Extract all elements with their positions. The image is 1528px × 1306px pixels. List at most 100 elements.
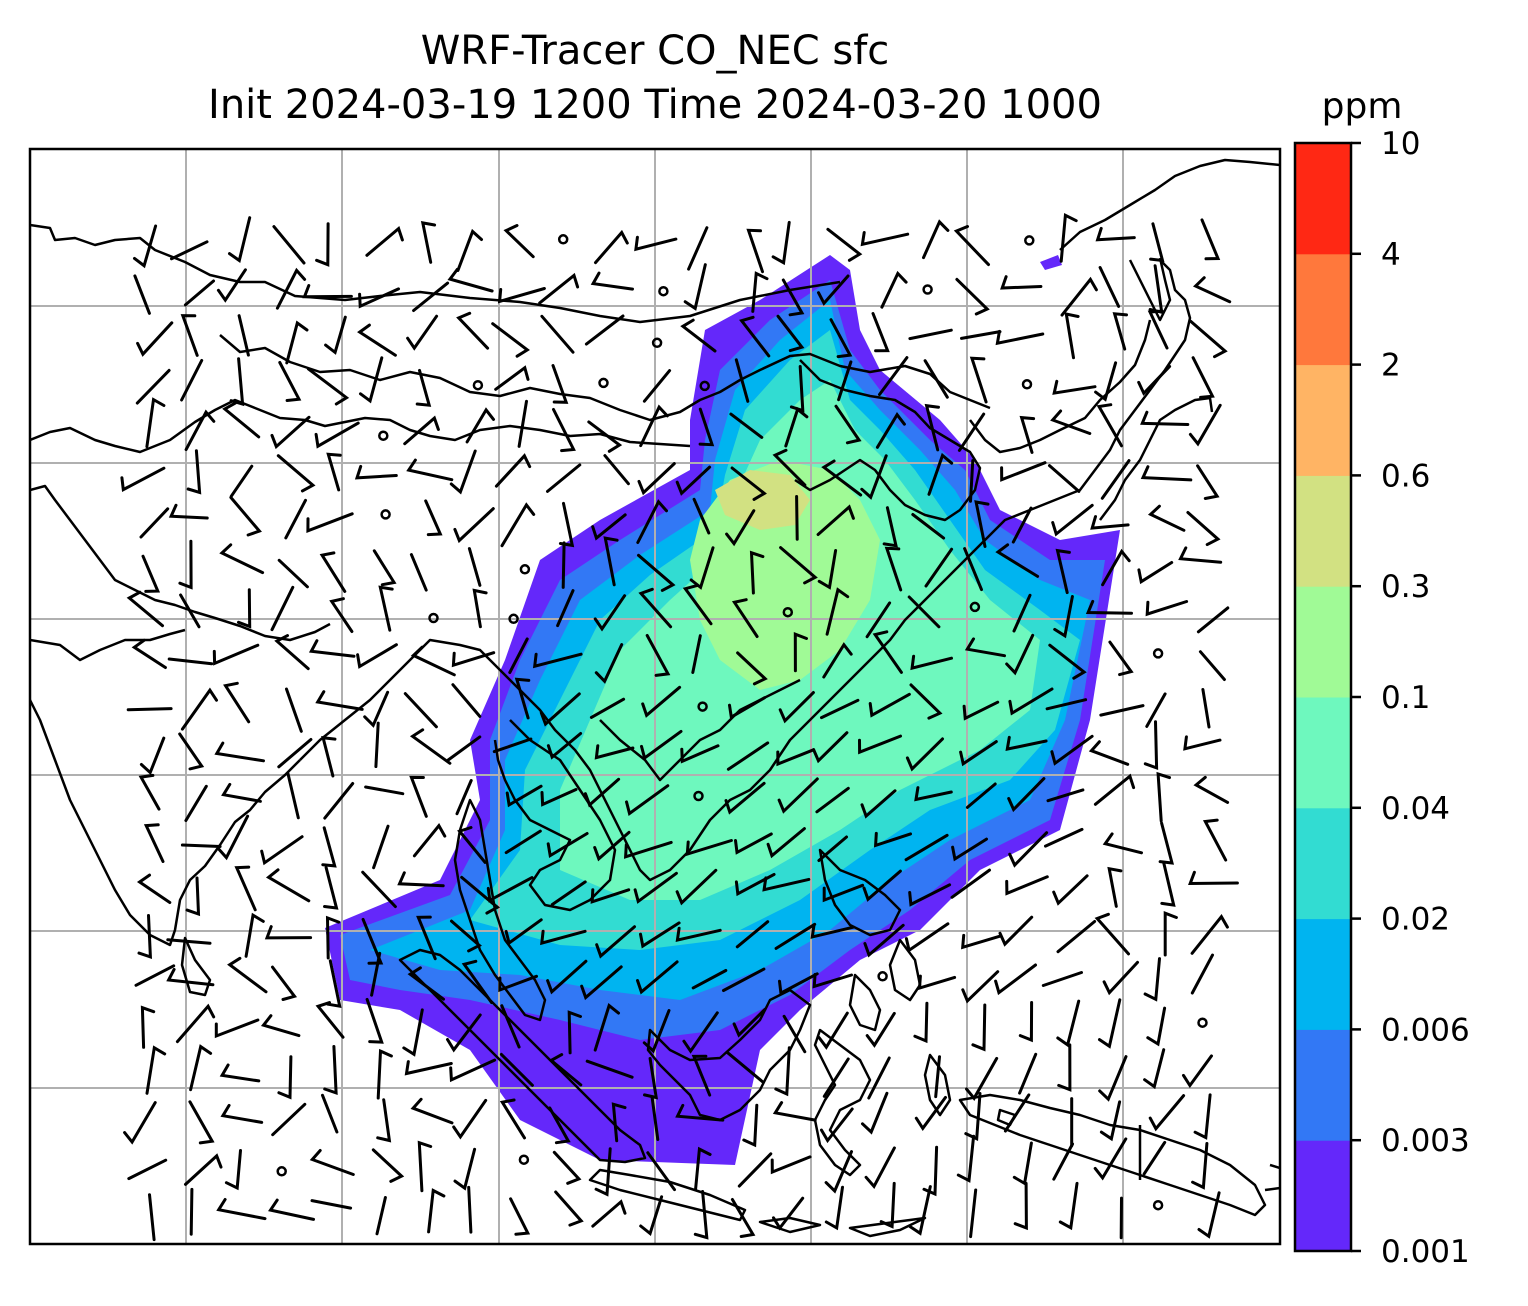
wind-barb bbox=[774, 1046, 791, 1097]
wind-barb bbox=[584, 314, 625, 346]
wind-barb bbox=[415, 368, 432, 407]
wind-barb bbox=[550, 880, 587, 906]
wind-barb bbox=[603, 536, 619, 587]
wind-barb bbox=[277, 1055, 293, 1100]
wind-barb bbox=[953, 225, 990, 267]
wind-barb bbox=[216, 268, 247, 303]
colorbar-segments bbox=[1295, 143, 1351, 1252]
wind-barb bbox=[882, 506, 898, 548]
wind-barb bbox=[865, 601, 892, 639]
wind-barb bbox=[371, 1148, 405, 1183]
wind-barb bbox=[1147, 504, 1186, 532]
wind-barb bbox=[229, 496, 262, 537]
map-frame bbox=[28, 147, 1282, 1246]
wind-barb bbox=[746, 228, 764, 274]
wind-barb bbox=[260, 1014, 301, 1038]
wind-barb bbox=[184, 784, 208, 822]
wind-barb bbox=[446, 1013, 482, 1053]
wind-barb bbox=[924, 403, 940, 452]
wind-barb bbox=[793, 632, 808, 673]
wind-barb bbox=[817, 549, 838, 590]
wind-barb bbox=[286, 771, 300, 820]
wind-barb bbox=[403, 692, 438, 729]
calm-wind-marker bbox=[693, 790, 704, 802]
wind-barb bbox=[424, 499, 443, 537]
wind-barb bbox=[365, 997, 384, 1044]
wind-barb bbox=[508, 637, 529, 674]
wind-barb bbox=[1005, 633, 1035, 676]
wind-barb bbox=[467, 1185, 473, 1234]
wind-barb bbox=[494, 365, 530, 391]
wind-barb bbox=[227, 956, 268, 994]
wind-barb bbox=[364, 785, 405, 796]
wind-barb bbox=[126, 707, 173, 712]
wind-barb bbox=[822, 883, 865, 903]
wind-barb bbox=[639, 404, 669, 448]
wind-barb bbox=[1050, 734, 1094, 766]
wind-barb bbox=[212, 643, 260, 666]
wind-barb bbox=[214, 741, 265, 763]
wind-barb bbox=[789, 365, 805, 413]
wind-barb bbox=[285, 320, 309, 365]
wind-barb bbox=[951, 837, 988, 862]
calm-wind-marker bbox=[380, 509, 391, 520]
wind-barb bbox=[540, 788, 578, 807]
colorbar-unit-label: ppm bbox=[1322, 86, 1403, 127]
wind-barb bbox=[868, 692, 911, 718]
wind-barb bbox=[1145, 600, 1189, 617]
wind-barb bbox=[140, 1005, 156, 1049]
wind-barb bbox=[446, 735, 482, 762]
wind-barb bbox=[221, 782, 262, 803]
colorbar-segment bbox=[1295, 807, 1351, 920]
wind-barb bbox=[325, 915, 341, 960]
wind-barb bbox=[1094, 912, 1130, 956]
wind-barb bbox=[956, 1134, 976, 1183]
wind-barb bbox=[1018, 1001, 1034, 1043]
wind-barb bbox=[546, 732, 583, 760]
wind-barb bbox=[682, 584, 713, 626]
wind-barb bbox=[492, 737, 533, 754]
wind-barb bbox=[170, 240, 209, 261]
wind-barb bbox=[497, 287, 546, 304]
colorbar-tick-label: 2 bbox=[1381, 348, 1401, 384]
wind-barb bbox=[864, 1146, 896, 1190]
wind-barb bbox=[539, 692, 581, 727]
wind-barb bbox=[416, 915, 437, 961]
wind-barb bbox=[270, 585, 295, 632]
wind-barb bbox=[914, 1095, 947, 1131]
wind-barb bbox=[736, 651, 768, 686]
wind-barb bbox=[306, 512, 354, 533]
wind-barb bbox=[1140, 410, 1190, 426]
calm-wind-marker bbox=[1152, 1199, 1164, 1211]
wind-barb bbox=[1196, 464, 1220, 500]
wind-barb bbox=[143, 823, 165, 863]
wind-barb bbox=[965, 782, 997, 809]
wind-barb bbox=[561, 541, 566, 589]
wind-barb bbox=[449, 449, 477, 495]
wind-barb bbox=[1060, 276, 1098, 317]
wind-barb bbox=[1012, 593, 1032, 633]
wind-barb bbox=[134, 964, 176, 987]
wind-barb bbox=[1093, 773, 1136, 806]
wind-barb bbox=[722, 967, 766, 992]
wind-barb bbox=[778, 972, 819, 996]
wind-barb bbox=[228, 216, 252, 263]
wind-barb bbox=[1143, 720, 1159, 771]
calm-wind-marker bbox=[472, 379, 484, 391]
wind-barb bbox=[639, 921, 681, 949]
wind-barb bbox=[284, 498, 307, 540]
wind-barb bbox=[1190, 953, 1214, 995]
wind-barb bbox=[504, 918, 543, 946]
wind-barb bbox=[725, 509, 756, 547]
wind-barb bbox=[136, 873, 172, 904]
wind-barb bbox=[817, 835, 848, 862]
wind-barb bbox=[1005, 735, 1048, 752]
wind-barb bbox=[961, 970, 1000, 1004]
wind-barb bbox=[184, 409, 216, 452]
wind-barb bbox=[913, 1001, 929, 1044]
wind-barb bbox=[1145, 692, 1167, 728]
wind-barb bbox=[447, 268, 494, 293]
wind-barb bbox=[726, 741, 770, 771]
wind-barb bbox=[776, 748, 815, 767]
wind-barb bbox=[1191, 1142, 1209, 1190]
